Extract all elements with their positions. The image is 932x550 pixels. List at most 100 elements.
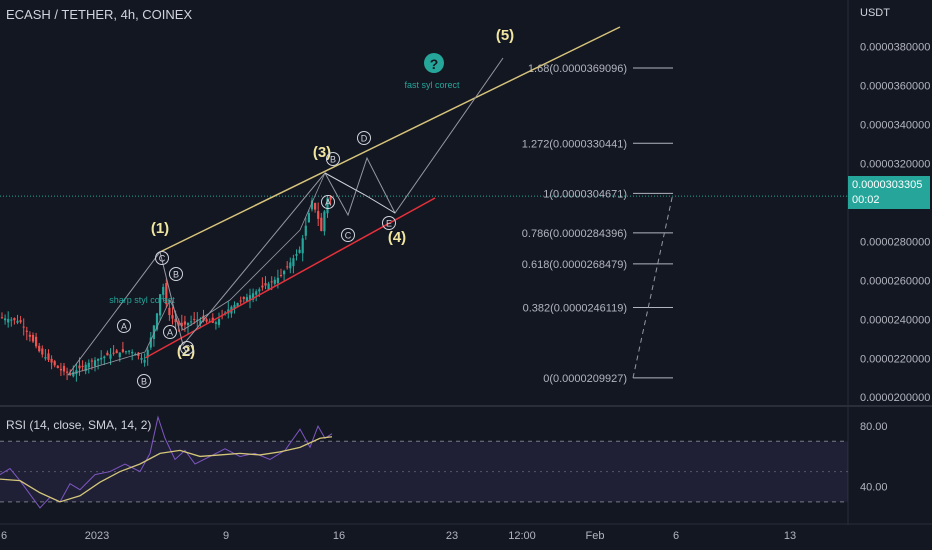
candle-body — [10, 319, 13, 321]
candle-body — [283, 270, 286, 275]
sub-wave-label-C: C — [159, 254, 166, 264]
channel-top-line — [159, 26, 621, 253]
candle-body — [301, 238, 304, 254]
sub-wave-label-E: E — [386, 219, 392, 229]
wave-drawings — [67, 26, 621, 376]
sub-wave-label-D: D — [361, 134, 368, 144]
sub-wave-circle — [163, 325, 177, 339]
candle-body — [112, 352, 115, 354]
grid-lines — [0, 0, 932, 525]
candle-body — [267, 283, 270, 290]
candle-body — [124, 351, 128, 353]
sub-wave-circle — [341, 228, 355, 242]
candle-body — [214, 322, 217, 324]
candle-body — [261, 285, 264, 288]
candle-body — [165, 283, 168, 305]
wave-label-4: (4) — [388, 229, 406, 246]
candle-body — [22, 326, 25, 328]
sub-wave-circle — [169, 267, 183, 281]
candle-body — [196, 319, 199, 321]
price-tick-label: 0.0000260000 — [860, 275, 930, 287]
time-tick-label: 23 — [446, 530, 458, 542]
time-tick-label: 13 — [784, 530, 796, 542]
candle-body — [245, 297, 248, 302]
candle-body — [295, 254, 298, 256]
candle-body — [121, 349, 124, 352]
candle-body — [236, 302, 239, 307]
wave-label-2: (2) — [177, 343, 195, 360]
candle-body — [106, 352, 109, 356]
price-tick-label: 0.0000240000 — [860, 314, 930, 326]
candle-body — [90, 360, 93, 362]
candle-body — [162, 287, 165, 295]
price-tick-label: 0.0000340000 — [860, 120, 930, 132]
candle-body — [304, 225, 307, 236]
candle-body — [159, 294, 162, 316]
candle-body — [0, 317, 4, 319]
price-axis: 0.0000380000 0.0000360000 0.0000340000 0.00… — [860, 42, 930, 404]
fib-level-label: 1.272(0.0000330441) — [522, 138, 627, 150]
last-price-value: 0.0000303305 — [852, 179, 923, 191]
candle-body — [270, 281, 273, 283]
rsi-ma-line — [0, 436, 333, 503]
candle-body — [248, 295, 252, 301]
candle-body — [28, 334, 31, 337]
time-tick-label: Feb — [586, 530, 605, 542]
candle-body — [193, 318, 196, 320]
fib-level-label: 0.382(0.0000246119) — [523, 302, 627, 314]
candle-body — [56, 365, 59, 369]
sub-wave-label-B: B — [141, 377, 147, 387]
time-tick-label: 12:00 — [508, 530, 536, 542]
time-tick-label: 9 — [223, 530, 229, 542]
candle-body — [59, 368, 62, 371]
candle-body — [62, 365, 66, 372]
candle-body — [128, 350, 131, 352]
candle-body — [168, 307, 171, 316]
annotation-fast: fast syl corect — [404, 80, 460, 90]
annotation-sharp: sharp styl corect — [109, 295, 175, 305]
candle-body — [4, 318, 7, 321]
candle-body — [155, 313, 159, 330]
candle-body — [81, 365, 84, 367]
candle-body — [78, 365, 81, 369]
candle-body — [38, 345, 41, 352]
candle-body — [13, 318, 16, 321]
candle-body — [97, 359, 100, 361]
candle-body — [103, 356, 106, 359]
sub-wave-circle — [321, 195, 335, 209]
sub-wave-label-B: B — [173, 270, 179, 280]
candle-body — [174, 319, 177, 323]
rsi-pane: 80.00 40.00 — [0, 415, 888, 509]
fib-trend-line — [632, 193, 674, 379]
sub-wave-label-C: C — [184, 344, 191, 354]
time-tick-label: 2023 — [85, 530, 109, 542]
candle-body — [202, 315, 205, 321]
candle-body — [323, 211, 326, 232]
sub-wave-label-B: B — [330, 155, 336, 165]
candle-body — [149, 337, 152, 348]
candle-body — [190, 321, 193, 323]
candle-body — [205, 319, 208, 322]
price-unit: USDT — [860, 7, 890, 19]
chart-title: ECASH / TETHER, 4h, COINEX — [6, 7, 193, 22]
candle-body — [109, 354, 112, 359]
fib-level-label: 1.68(0.0000369096) — [528, 63, 627, 75]
candle-body — [273, 279, 276, 284]
price-tick-label: 0.0000200000 — [860, 392, 930, 404]
candle-body — [93, 360, 97, 367]
candle-body — [25, 330, 28, 332]
correction-path — [324, 172, 396, 214]
sub-wave-circle — [155, 251, 169, 265]
sub-wave-label-A: A — [121, 322, 127, 332]
candle-body — [286, 266, 289, 268]
candle-body — [186, 322, 190, 326]
question-icon — [424, 53, 444, 73]
sub-wave-circle — [180, 341, 194, 355]
candle-body — [146, 349, 149, 358]
candle-body — [115, 350, 118, 354]
candle-body — [41, 348, 44, 355]
sub-wave-circle — [326, 152, 340, 166]
candle-body — [131, 351, 134, 354]
candle-body — [317, 211, 320, 219]
